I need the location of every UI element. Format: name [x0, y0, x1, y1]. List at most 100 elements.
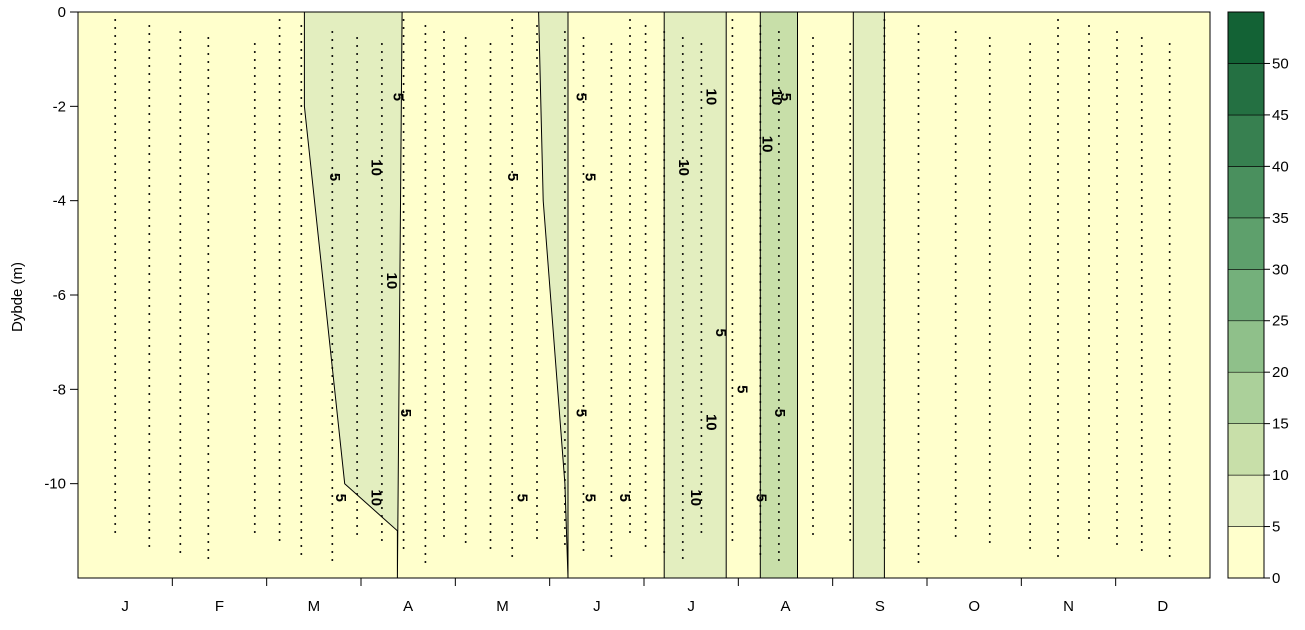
sample-point [402, 387, 405, 389]
sample-point [1057, 411, 1059, 413]
sample-column [489, 43, 492, 549]
sample-point [917, 297, 920, 299]
sample-point [464, 85, 467, 87]
sample-point [700, 83, 703, 85]
contour-label: 10 [759, 136, 776, 153]
sample-point [511, 43, 514, 45]
sample-point [954, 71, 957, 73]
sample-point [1140, 109, 1143, 111]
colorbar-tick-label: 25 [1272, 313, 1289, 330]
sample-point [424, 377, 427, 379]
sample-point [917, 201, 920, 203]
sample-point [1140, 341, 1143, 343]
sample-point [610, 107, 613, 109]
sample-point [300, 265, 303, 267]
sample-point [563, 511, 566, 513]
sample-point [424, 345, 427, 347]
sample-point [582, 93, 585, 95]
sample-point [356, 461, 359, 463]
sample-point [278, 331, 281, 333]
sample-point [954, 263, 957, 265]
sample-point [1116, 183, 1118, 185]
sample-point [629, 179, 631, 181]
sample-point [681, 381, 684, 383]
sample-point [253, 307, 256, 309]
sample-point [1029, 499, 1032, 501]
sample-point [1140, 261, 1143, 263]
sample-point [563, 87, 566, 89]
sample-point [300, 465, 303, 467]
sample-point [1140, 61, 1143, 63]
sample-point [700, 523, 703, 525]
sample-point [1029, 43, 1032, 45]
sample-point [331, 183, 334, 185]
sample-point [402, 315, 405, 317]
sample-point [179, 463, 182, 465]
sample-point [1088, 425, 1090, 427]
sample-point [1057, 171, 1059, 173]
sample-point [1116, 71, 1118, 73]
sample-point [681, 157, 684, 159]
sample-point [812, 365, 814, 367]
sample-point [331, 535, 334, 537]
sample-point [663, 343, 666, 345]
sample-point [582, 469, 585, 471]
sample-point [644, 161, 647, 163]
sample-point [644, 521, 647, 523]
sample-point [207, 333, 210, 335]
sample-point [424, 169, 427, 171]
sample-point [629, 531, 631, 533]
sample-point [644, 89, 647, 91]
sample-point [1168, 323, 1171, 325]
sample-point [148, 273, 151, 275]
sample-point [511, 19, 514, 21]
sample-point [629, 35, 631, 37]
sample-point [278, 203, 281, 205]
sample-point [1057, 35, 1059, 37]
sample-point [207, 165, 210, 167]
sample-point [356, 133, 359, 135]
sample-point [883, 363, 886, 365]
sample-point [883, 547, 886, 549]
sample-point [1057, 451, 1059, 453]
sample-point [114, 187, 117, 189]
sample-point [1140, 173, 1143, 175]
sample-point [644, 305, 647, 307]
sample-point [883, 59, 886, 61]
sample-point [1029, 67, 1032, 69]
sample-point [644, 129, 647, 131]
sample-point [278, 179, 281, 181]
sample-point [777, 311, 780, 313]
sample-point [582, 101, 585, 103]
sample-point [629, 379, 631, 381]
sample-point [644, 185, 647, 187]
sample-point [300, 369, 303, 371]
sample-point [988, 237, 991, 239]
sample-point [777, 327, 780, 329]
sample-point [402, 227, 405, 229]
sample-point [1168, 51, 1171, 53]
sample-point [777, 191, 780, 193]
sample-point [1057, 51, 1059, 53]
sample-point [849, 459, 852, 461]
sample-point [759, 233, 762, 235]
sample-point [1168, 427, 1171, 429]
sample-point [402, 491, 405, 493]
sample-point [1140, 405, 1143, 407]
sample-point [629, 203, 631, 205]
sample-point [536, 121, 538, 123]
sample-point [253, 235, 256, 237]
sample-point [1116, 215, 1118, 217]
sample-point [380, 91, 383, 93]
sample-point [681, 181, 684, 183]
sample-point [1168, 99, 1171, 101]
x-tick-label: A [403, 598, 413, 615]
sample-point [681, 133, 684, 135]
sample-point [1116, 247, 1118, 249]
sample-point [1116, 95, 1118, 97]
sample-point [644, 321, 647, 323]
sample-point [489, 419, 492, 421]
sample-point [179, 479, 182, 481]
sample-point [253, 491, 256, 493]
